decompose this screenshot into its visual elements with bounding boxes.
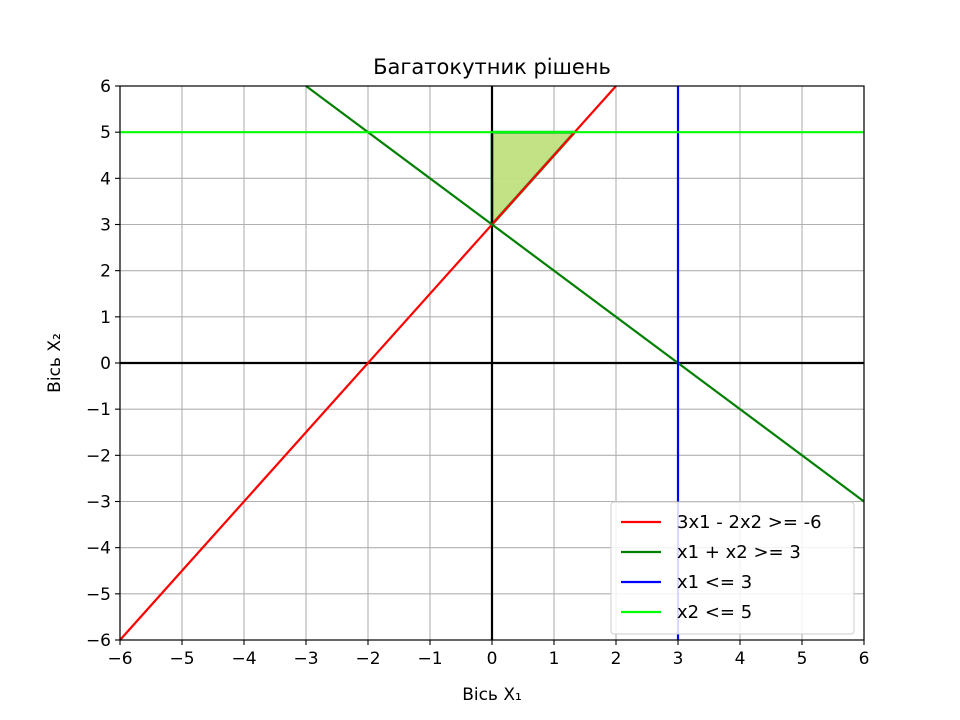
x-tick-label: −2 <box>355 649 380 669</box>
y-tick-label: 2 <box>100 262 111 282</box>
x-tick-label: 5 <box>797 649 808 669</box>
y-tick-label: −4 <box>86 539 111 559</box>
x-axis-label: Вісь X₁ <box>462 685 522 705</box>
x-tick-label: −1 <box>417 649 442 669</box>
y-tick-label: −5 <box>86 585 111 605</box>
y-tick-label: 3 <box>100 216 111 236</box>
chart-title: Багатокутник рішень <box>373 55 611 79</box>
legend: 3x1 - 2x2 >= -6 x1 + x2 >= 3 x1 <= 3 x2 <= … <box>610 501 855 635</box>
x-tick-label: 1 <box>549 649 560 669</box>
x-tick-label: 3 <box>673 649 684 669</box>
legend-label-1: 3x1 - 2x2 >= -6 <box>677 512 822 533</box>
series-layer <box>119 85 865 641</box>
y-tick-label: 5 <box>100 123 111 143</box>
legend-label-3: x1 <= 3 <box>677 572 752 593</box>
x-tick-label: −6 <box>107 649 132 669</box>
x-tick-label: 6 <box>859 649 870 669</box>
y-tick-label: 4 <box>100 169 111 189</box>
x-tick-label: −4 <box>231 649 256 669</box>
ticks-layer: −6 −5 −4 −3 −2 −1 0 1 2 3 4 5 6 −6 −5 −4 −3 −2 −1 0 1 2 3 4 5 6 <box>86 77 869 669</box>
legend-box <box>610 501 855 635</box>
legend-label-4: x2 <= 5 <box>677 602 752 623</box>
x-tick-label: 0 <box>487 649 498 669</box>
y-tick-label: −6 <box>86 631 111 651</box>
x-tick-label: 2 <box>611 649 622 669</box>
y-tick-label: 0 <box>100 354 111 374</box>
reference-axes-layer <box>120 86 864 640</box>
x-tick-label: −3 <box>293 649 318 669</box>
x-tick-label: 4 <box>735 649 746 669</box>
y-tick-label: 1 <box>100 308 111 328</box>
y-axis-label: Вісь X₂ <box>45 333 65 393</box>
legend-label-2: x1 + x2 >= 3 <box>677 542 801 563</box>
series-line-2 <box>305 85 865 503</box>
series-line-1 <box>119 85 617 641</box>
y-tick-label: −1 <box>86 400 111 420</box>
y-tick-label: 6 <box>100 77 111 97</box>
y-tick-label: −2 <box>86 446 111 466</box>
y-tick-label: −3 <box>86 493 111 513</box>
x-tick-label: −5 <box>169 649 194 669</box>
